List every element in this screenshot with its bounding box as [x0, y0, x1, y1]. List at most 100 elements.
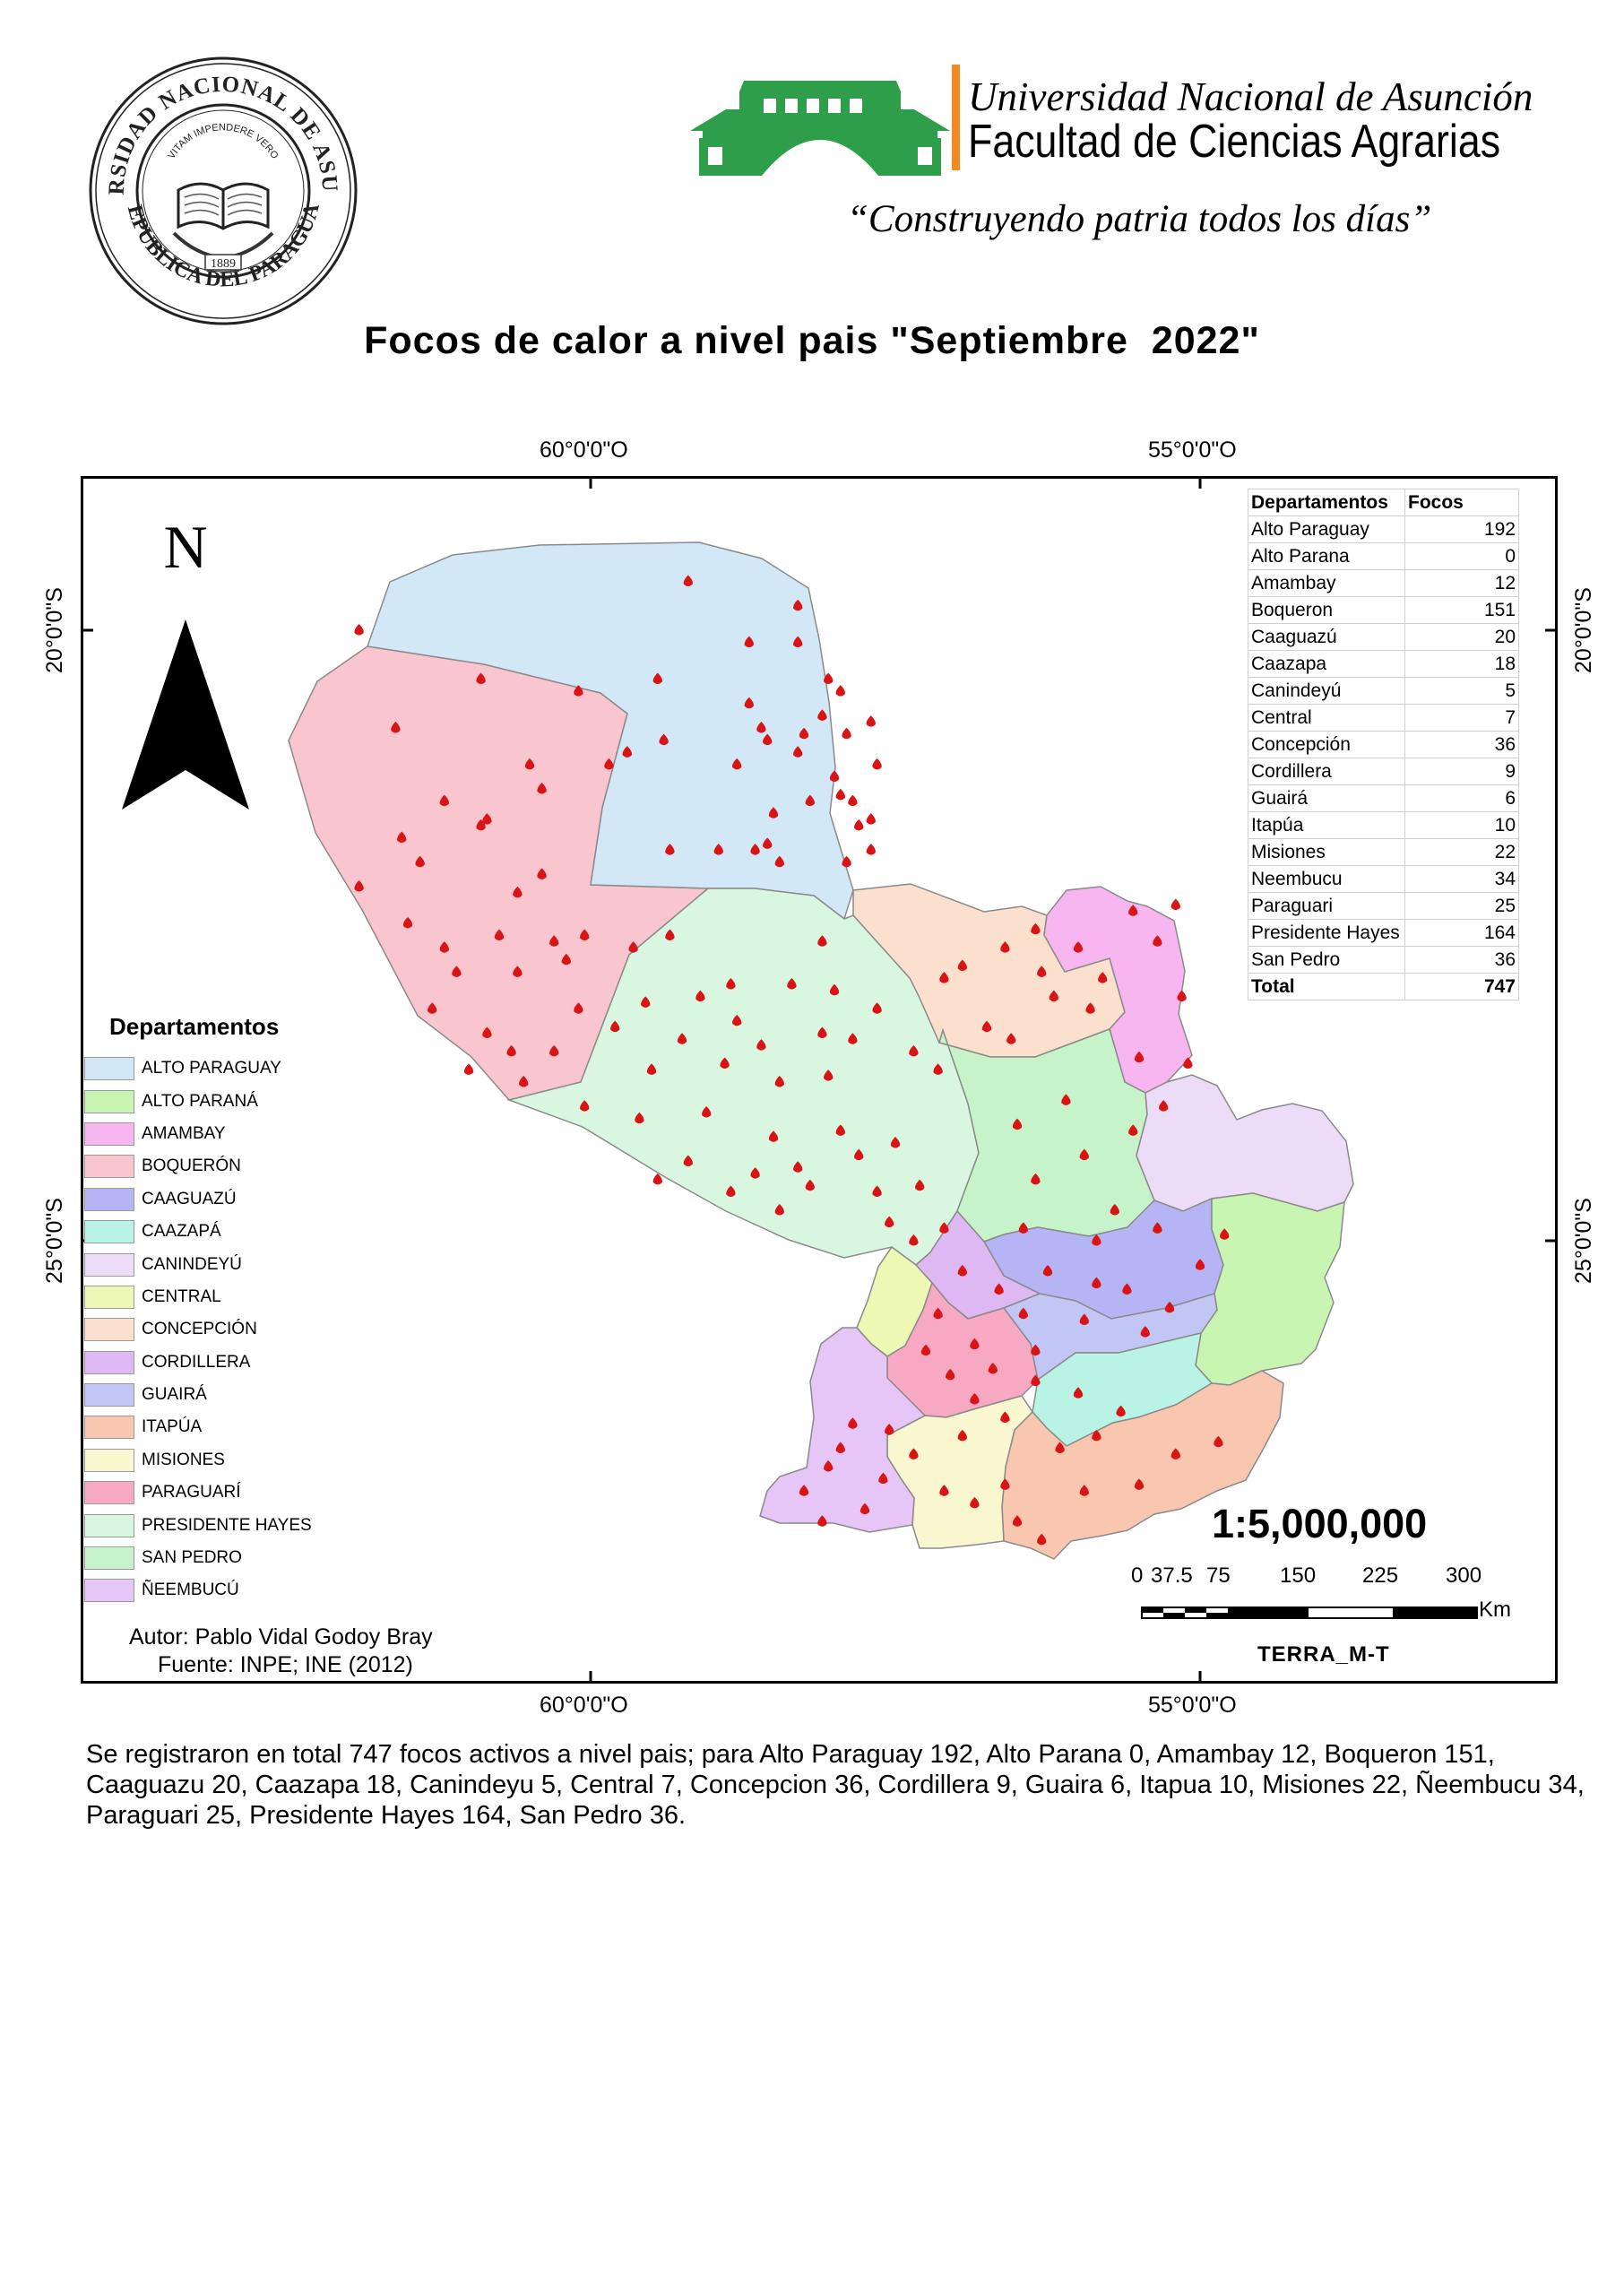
legend-item: SAN PEDRO	[84, 1542, 312, 1574]
scale-tick-37: 37.5	[1151, 1563, 1193, 1588]
hotspot-point	[970, 1496, 980, 1509]
hotspot-point	[774, 1203, 784, 1216]
motto: “Construyendo patria todos los días”	[847, 198, 1432, 240]
hotspot-point	[835, 788, 845, 801]
hotspot-point	[793, 599, 803, 611]
hotspot-point	[957, 959, 967, 972]
hotspot-point	[1012, 1118, 1023, 1130]
table-cell-focos: 6	[1404, 784, 1519, 812]
hotspot-point	[463, 1063, 474, 1075]
legend-swatch	[84, 1220, 134, 1244]
legend-label: PARAGUARÍ	[142, 1483, 241, 1503]
hotspot-point	[402, 916, 413, 929]
table-row: Itapúa 10	[1248, 811, 1519, 839]
table-cell-department: Itapúa	[1248, 811, 1405, 839]
hotspot-point	[939, 1485, 949, 1496]
legend-item: GUAIRÁ	[84, 1379, 312, 1411]
hotspot-point	[683, 1155, 693, 1166]
hotspot-point	[397, 831, 407, 844]
hotspot-point	[817, 1515, 827, 1527]
hotspot-point	[1012, 1515, 1023, 1527]
hotspot-point	[683, 575, 693, 587]
hotspot-point	[848, 1417, 858, 1429]
legend-swatch	[84, 1448, 134, 1472]
hotspot-point	[909, 1234, 919, 1246]
hotspot-point	[872, 1185, 882, 1198]
legend-item: CANINDEYÚ	[84, 1248, 312, 1280]
dept-alto-paraguay	[366, 541, 854, 921]
hotspot-point	[726, 977, 736, 990]
hotspot-point	[665, 844, 675, 855]
legend-label: GUAIRÁ	[142, 1385, 207, 1405]
hotspot-point	[1159, 1100, 1169, 1112]
hotspot-point	[513, 966, 523, 977]
hotspot-point	[872, 758, 882, 770]
hotspot-point	[970, 1393, 980, 1405]
hotspot-point	[726, 1185, 736, 1198]
hotspot-point	[1042, 1265, 1053, 1277]
hotspot-point	[854, 1148, 864, 1161]
hotspot-point	[957, 1429, 967, 1442]
hotspot-point	[763, 837, 773, 849]
hotspot-point	[1134, 1051, 1145, 1063]
hotspot-point	[1098, 972, 1108, 983]
table-row: Alto Parana 0	[1248, 542, 1519, 570]
hotspot-point	[774, 855, 784, 868]
hotspot-point	[428, 1002, 437, 1014]
hotspot-point	[763, 733, 773, 746]
hotspot-point	[1085, 1002, 1095, 1014]
hotspot-point	[824, 1070, 834, 1081]
hotspot-point	[842, 855, 851, 868]
hotspot-point	[1122, 1283, 1132, 1295]
hotspot-point	[1153, 935, 1162, 947]
legend-item: AMAMBAY	[84, 1118, 312, 1150]
hotspot-point	[1037, 966, 1047, 977]
logo-divider	[952, 65, 960, 170]
hotspot-point	[1164, 1301, 1175, 1313]
hotspot-point	[610, 1020, 620, 1033]
hotspot-point	[628, 941, 638, 953]
legend-item: PRESIDENTE HAYES	[84, 1509, 312, 1541]
table-row: Paraguari 25	[1248, 892, 1519, 920]
table-cell-department: Caazapa	[1248, 650, 1405, 678]
hotspot-point	[732, 1014, 742, 1026]
legend-label: MISIONES	[142, 1450, 225, 1469]
faculty-logo	[690, 65, 950, 178]
hotspot-point	[439, 794, 449, 807]
hotspot-point	[1153, 1222, 1162, 1234]
hotspot-point	[695, 990, 705, 1002]
north-arrow-label: N	[163, 513, 207, 581]
table-cell-department: Paraguari	[1248, 892, 1405, 920]
legend-item: PARAGUARÍ	[84, 1477, 312, 1509]
hotspot-point	[768, 1130, 779, 1142]
hotspot-point	[580, 929, 590, 940]
table-cell-focos: 18	[1404, 650, 1519, 678]
satellite-label: TERRA_M-T	[1257, 1642, 1390, 1667]
hotspot-point	[1061, 1094, 1071, 1105]
hotspot-point	[817, 935, 827, 947]
table-row: Cordillera 9	[1248, 758, 1519, 785]
hotspot-point	[1128, 1124, 1138, 1136]
hotspot-point	[939, 1222, 949, 1234]
legend-swatch	[84, 1350, 134, 1374]
hotspot-point	[824, 1459, 834, 1472]
table-total-row: Total 747	[1248, 973, 1519, 1000]
hotspot-point	[713, 844, 723, 855]
hotspot-point	[848, 794, 858, 807]
hotspot-point	[549, 1044, 559, 1057]
hotspot-point	[957, 1265, 967, 1277]
table-cell-focos: 36	[1404, 946, 1519, 974]
hotspot-point	[1079, 1313, 1089, 1326]
table-row: San Pedro 36	[1248, 946, 1519, 974]
scale-tick-225: 225	[1362, 1563, 1399, 1588]
table-header-focos: Focos	[1404, 489, 1519, 516]
dept-itapua	[1001, 1370, 1284, 1560]
legend-label: CAAGUAZÚ	[142, 1189, 237, 1208]
table-row: Caaguazú 20	[1248, 623, 1519, 651]
hotspot-point	[994, 1283, 1004, 1295]
hotspot-point	[659, 733, 669, 746]
table-cell-focos: 22	[1404, 838, 1519, 866]
table-cell-focos: 10	[1404, 811, 1519, 839]
table-header-row: Departamentos Focos	[1248, 489, 1519, 516]
legend-label: ALTO PARAGUAY	[142, 1059, 281, 1078]
